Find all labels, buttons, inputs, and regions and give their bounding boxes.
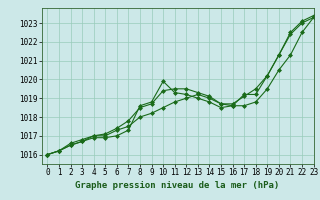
X-axis label: Graphe pression niveau de la mer (hPa): Graphe pression niveau de la mer (hPa): [76, 181, 280, 190]
